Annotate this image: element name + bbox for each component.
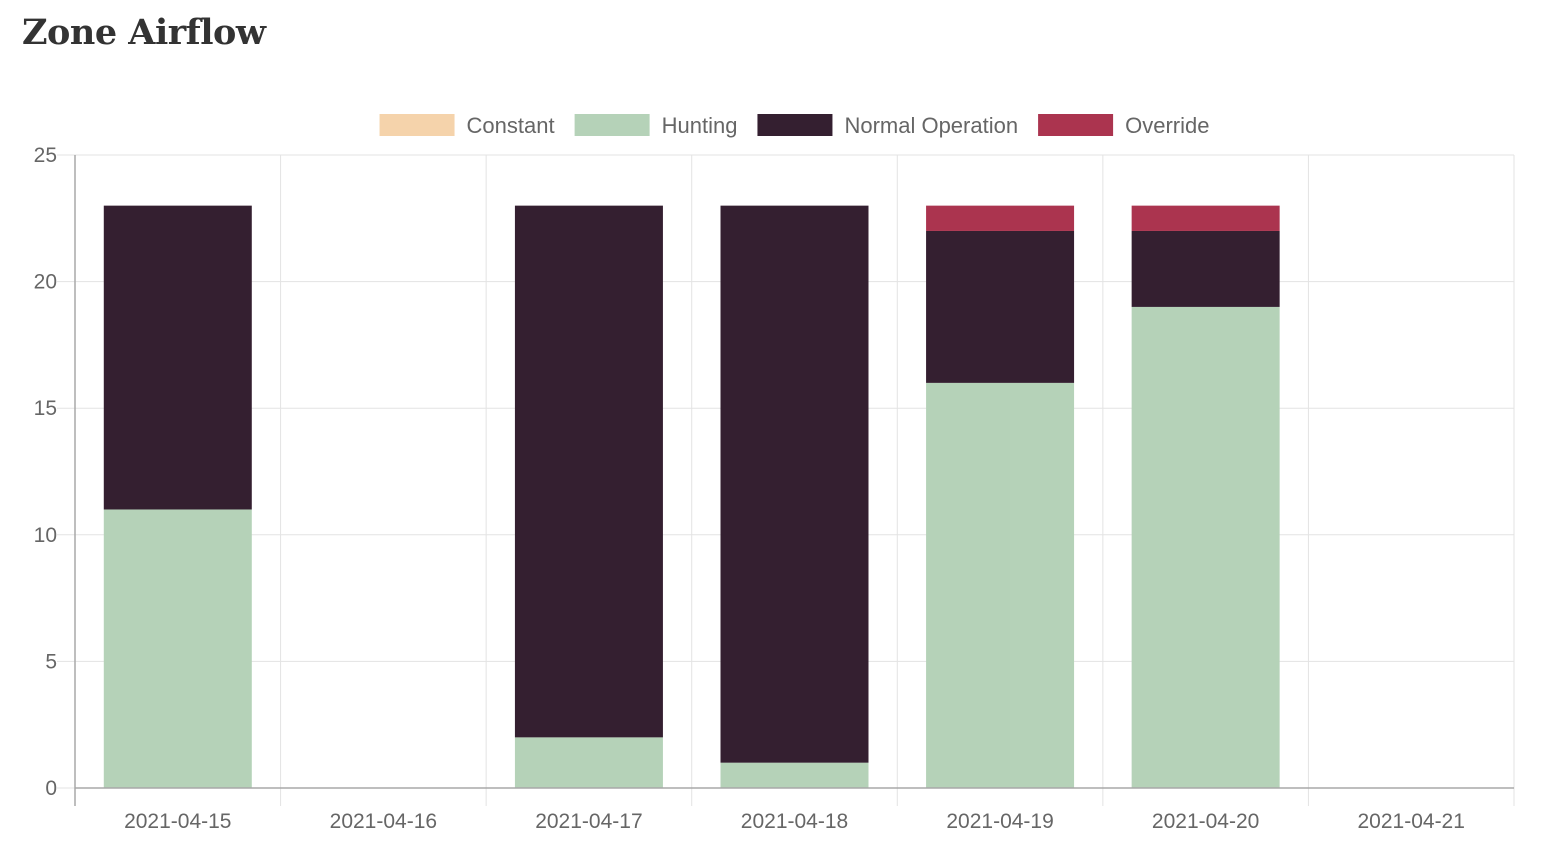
legend-label: Normal Operation [844, 113, 1018, 138]
legend[interactable]: Constant Hunting Normal Operation Override [379, 113, 1210, 138]
bar-normal-operation[interactable] [514, 205, 663, 738]
legend-item-normal-operation[interactable]: Normal Operation [757, 113, 1018, 138]
bar-hunting[interactable] [103, 509, 252, 788]
x-tick-label: 2021-04-20 [1152, 810, 1259, 833]
legend-swatch [379, 114, 455, 136]
bar-normal-operation[interactable] [720, 205, 869, 763]
bar-normal-operation[interactable] [103, 205, 252, 510]
page-title: Zone Airflow [22, 12, 266, 53]
x-tick-label: 2021-04-15 [124, 810, 231, 833]
bar-override[interactable] [1131, 205, 1280, 231]
y-tick-label: 20 [34, 271, 57, 294]
bar-hunting[interactable] [926, 382, 1075, 788]
axes: 0 5 10 15 20 25 2021-04-15 2021-04-16 2021-04-17… [34, 144, 1514, 833]
bar-normal-operation[interactable] [926, 230, 1075, 383]
legend-item-constant[interactable]: Constant [379, 113, 555, 138]
y-tick-label: 25 [34, 144, 57, 167]
y-tick-label: 0 [45, 777, 57, 800]
x-tick-label: 2021-04-21 [1358, 810, 1465, 833]
legend-item-hunting[interactable]: Hunting [574, 113, 738, 138]
legend-swatch [1038, 114, 1114, 136]
bars [103, 205, 1280, 788]
y-tick-label: 15 [34, 397, 57, 420]
legend-label: Constant [467, 113, 555, 138]
y-tick-label: 5 [45, 650, 57, 673]
x-tick-label: 2021-04-17 [535, 810, 642, 833]
bar-hunting[interactable] [1131, 306, 1280, 788]
legend-label: Hunting [662, 113, 738, 138]
x-tick-label: 2021-04-19 [946, 810, 1053, 833]
bar-hunting[interactable] [514, 737, 663, 788]
x-tick-label: 2021-04-16 [330, 810, 437, 833]
y-tick-label: 10 [34, 524, 57, 547]
legend-swatch [757, 114, 833, 136]
bar-override[interactable] [926, 205, 1075, 231]
bar-normal-operation[interactable] [1131, 230, 1280, 307]
legend-label: Override [1125, 113, 1209, 138]
x-tick-label: 2021-04-18 [741, 810, 848, 833]
legend-item-override[interactable]: Override [1038, 113, 1209, 138]
bar-hunting[interactable] [720, 762, 869, 788]
legend-swatch [574, 114, 650, 136]
